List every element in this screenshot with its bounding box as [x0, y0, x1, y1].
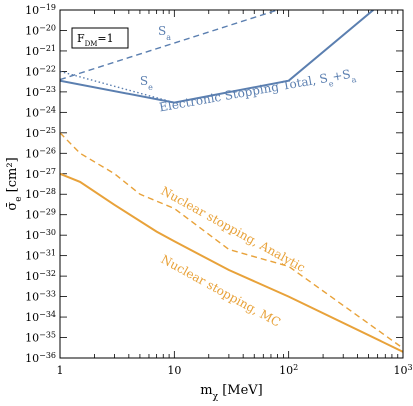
labels-layer: 1 10 102 103 10−36 10−35 10−34 10−33 10−32 10−31 1… — [25, 3, 412, 378]
y-tick-label: 10−33 — [25, 289, 56, 304]
series-line — [60, 10, 278, 81]
x-tick-label: 10 — [167, 364, 181, 377]
y-tick-label: 10−27 — [25, 166, 56, 181]
y-tick-label: 10−19 — [25, 3, 56, 18]
y-tick-label: 10−21 — [25, 43, 56, 58]
legend-label: FDM=1 — [77, 32, 114, 48]
series-line — [60, 10, 374, 104]
plot-frame — [59, 9, 404, 359]
annotation-sa: Sa — [158, 24, 171, 42]
y-tick-label: 10−24 — [25, 105, 56, 120]
y-tick-label: 10−22 — [25, 64, 56, 79]
series-line — [60, 70, 175, 104]
x-axis-label: mχ [MeV] — [200, 383, 262, 402]
y-tick-label: 10−35 — [25, 330, 56, 345]
series-line — [60, 132, 403, 349]
series-line — [60, 172, 403, 353]
y-axis-label: σ̄e [cm²] — [5, 157, 24, 210]
annotation-electronic-total: Electronic Stopping Total, Se+Sa — [158, 66, 357, 118]
y-tick-label: 10−26 — [25, 146, 56, 161]
legend-box: FDM=1 — [71, 27, 129, 49]
y-tick-label: 10−30 — [25, 228, 56, 243]
x-tick-label: 1 — [57, 364, 64, 377]
annotation-nuclear-mc: Nuclear stopping, MC — [159, 252, 283, 329]
y-tick-label: 10−34 — [25, 310, 56, 325]
y-tick-label: 10−29 — [25, 207, 56, 222]
tick-layer — [59, 9, 403, 359]
y-tick-label: 10−20 — [25, 23, 56, 38]
y-tick-label: 10−28 — [25, 187, 56, 202]
y-tick-label: 10−25 — [25, 125, 56, 140]
x-tick-label: 103 — [393, 363, 412, 378]
series-layer — [60, 10, 403, 353]
y-tick-label: 10−31 — [25, 248, 56, 263]
y-tick-label: 10−32 — [25, 269, 56, 284]
y-tick-label: 10−36 — [25, 351, 56, 366]
legend-frame — [71, 27, 129, 49]
y-tick-label: 10−23 — [25, 84, 56, 99]
x-tick-label: 102 — [279, 363, 298, 378]
annotation-se: Se — [140, 74, 153, 92]
